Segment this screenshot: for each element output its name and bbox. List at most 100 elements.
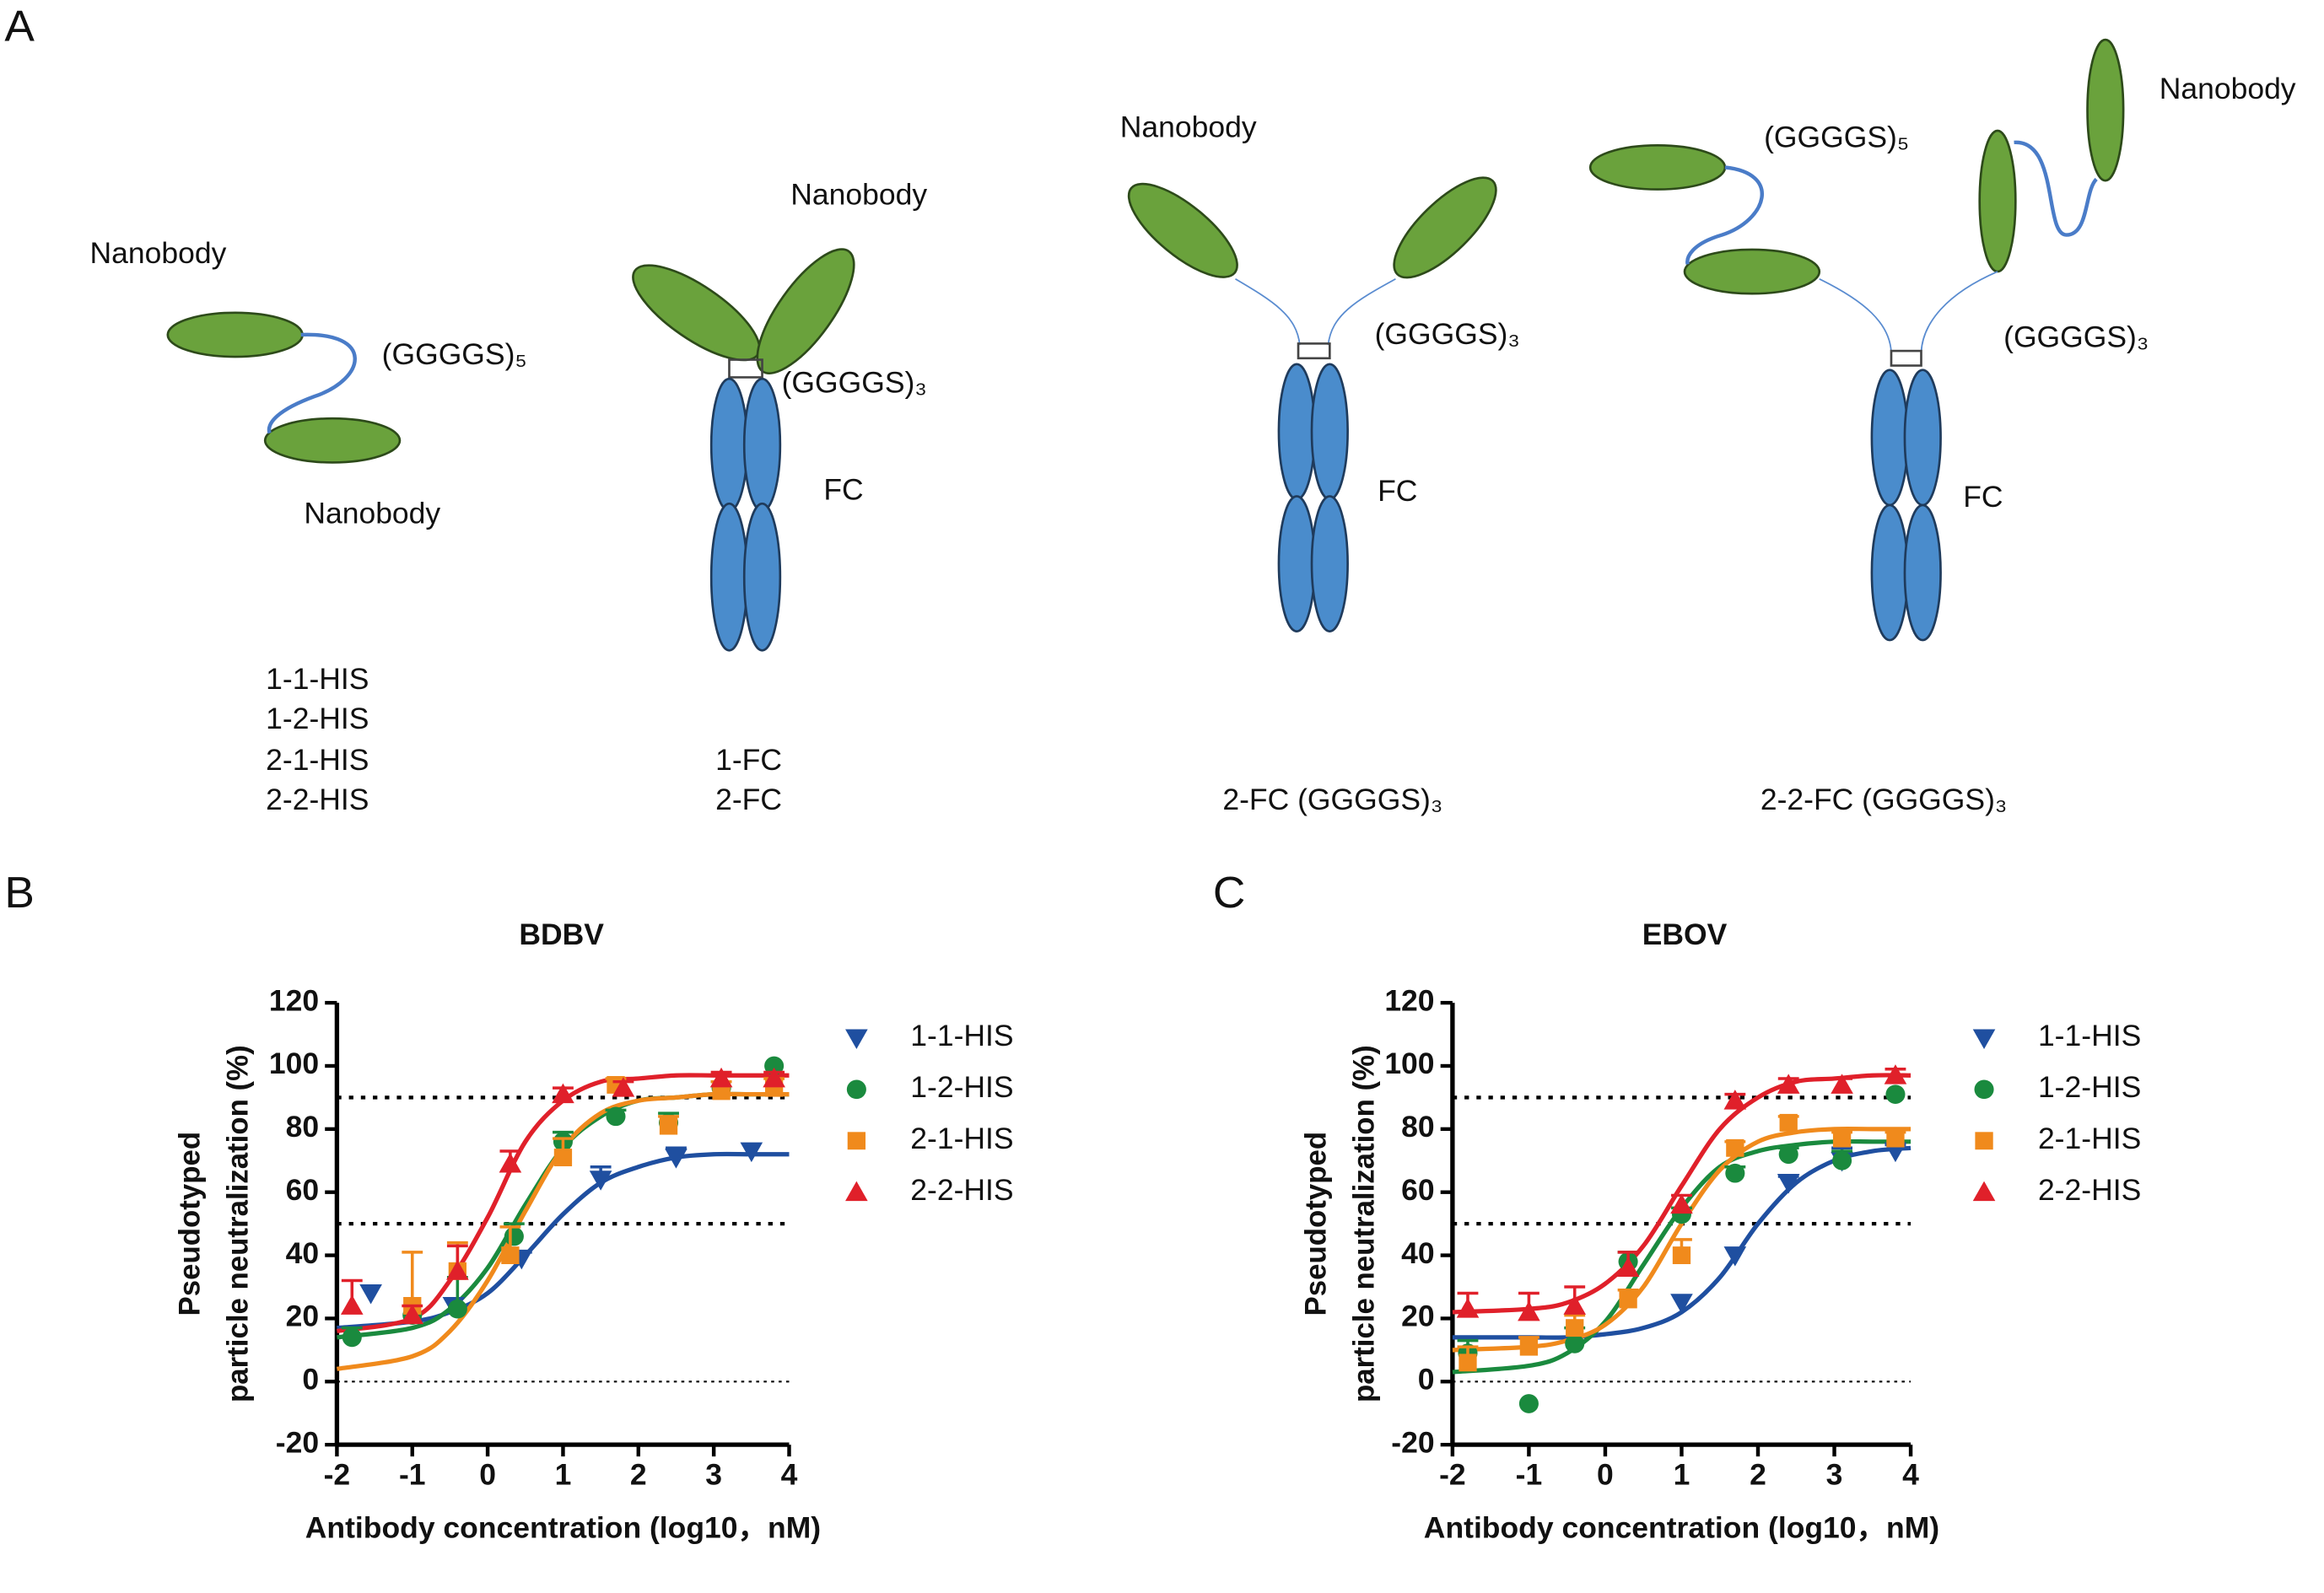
legend-entry: 1-1-HIS [845,1020,1014,1052]
y-tick-label: 40 [286,1237,319,1270]
point [1886,1129,1905,1148]
point [340,1294,364,1315]
panel-label: A [4,2,35,51]
point [1777,1174,1800,1194]
point [589,1171,612,1191]
point [499,1152,522,1173]
domain-label: Nanobody [2160,73,2296,105]
nanobody [263,417,402,464]
legend-entry: 2-1-HIS [847,1122,1014,1155]
fc-domain [1903,503,1942,642]
point [1832,1150,1852,1171]
point [1566,1319,1584,1337]
x-axis-label: Antibody concentration (log10，nM) [305,1512,821,1545]
point [763,1067,785,1088]
legend-label: 1-2-HIS [910,1071,1013,1104]
legend-marker [845,1029,868,1049]
chart-title: BDBV [519,918,604,951]
y-axis-label: particle neutralization (%) [1347,1045,1380,1402]
x-tick-label: 2 [1750,1459,1766,1492]
nanobody [632,264,761,362]
point [1777,1074,1800,1094]
nanobody [1127,182,1238,278]
y-tick-label: 0 [1418,1364,1435,1397]
point [552,1083,574,1104]
linker-label: (GGGGS)₃ [1375,318,1520,351]
linker [1920,271,1998,353]
panel-label: B [4,868,35,917]
point [740,1142,763,1163]
fit-curve [1452,1073,1912,1315]
construct-name: 2-2-HIS [266,783,369,816]
legend-marker [1974,1079,1994,1100]
fc-domain [1870,503,1909,642]
legend-marker [846,1079,866,1100]
legend-entry: 1-1-HIS [1972,1020,2141,1052]
y-axis-label: particle neutralization (%) [221,1045,254,1402]
legend-entry: 2-2-HIS [845,1174,1014,1207]
point [1832,1129,1852,1148]
point [1725,1163,1745,1183]
point [1885,1084,1906,1104]
x-tick-label: -2 [324,1459,351,1492]
nanobody [2086,38,2125,182]
point [553,1149,573,1166]
nanobody [1978,129,2017,273]
y-tick-label: 60 [1401,1174,1434,1207]
domain-label: Nanobody [90,237,227,270]
point [1456,1298,1480,1318]
nanobody [1683,248,1821,295]
linker-label: (GGGGS)₅ [382,339,527,372]
x-tick-label: 3 [1826,1459,1843,1492]
point [1670,1294,1693,1314]
y-tick-label: 100 [1384,1047,1434,1080]
linker [2014,140,2098,237]
point [612,1077,635,1097]
fc-domain [1277,363,1316,501]
x-tick-label: -1 [1516,1459,1543,1492]
y-tick-label: 20 [1401,1300,1434,1333]
y-tick-label: 20 [286,1300,319,1333]
point [447,1299,467,1319]
construct-1-shapes [166,311,402,464]
construct-3-shapes [1127,176,1497,632]
fc-label: FC [823,474,863,507]
nanobody [1588,144,1727,191]
point [1723,1090,1747,1110]
point [1778,1144,1798,1165]
linker-label: (GGGGS)₃ [2003,321,2149,354]
point [1672,1246,1691,1265]
y-tick-label: 0 [302,1364,319,1397]
legend-label: 2-2-HIS [2038,1174,2141,1207]
x-tick-label: 0 [1597,1459,1614,1492]
construct-name: 1-2-HIS [266,702,369,735]
point [342,1327,362,1348]
fc-domain [709,502,749,652]
fit-curve [336,1073,790,1333]
chart-title: EBOV [1642,918,1728,951]
point [1518,1300,1540,1321]
error-bar [402,1251,423,1306]
linker [1685,165,1764,265]
nanobody [166,311,304,358]
fc-domain [742,377,782,513]
legend-entry: 2-2-HIS [1972,1174,2141,1207]
x-tick-label: 1 [1674,1459,1690,1492]
point [1518,1394,1539,1413]
hinge [1890,349,1922,367]
legend-label: 2-2-HIS [910,1174,1013,1207]
x-tick-label: 0 [479,1459,496,1492]
fc-domain [1277,495,1316,632]
linker [1327,278,1396,346]
point [1670,1193,1693,1214]
y-tick-label: 120 [269,985,319,1018]
linker [1819,278,1892,353]
x-axis-label: Antibody concentration (log10，nM) [1424,1512,1939,1545]
domain-label: Nanobody [304,498,440,530]
domain-label: Nanobody [1120,111,1257,144]
point [504,1226,524,1246]
legend-marker [1975,1132,1993,1150]
point [1519,1337,1539,1356]
point [665,1149,687,1169]
